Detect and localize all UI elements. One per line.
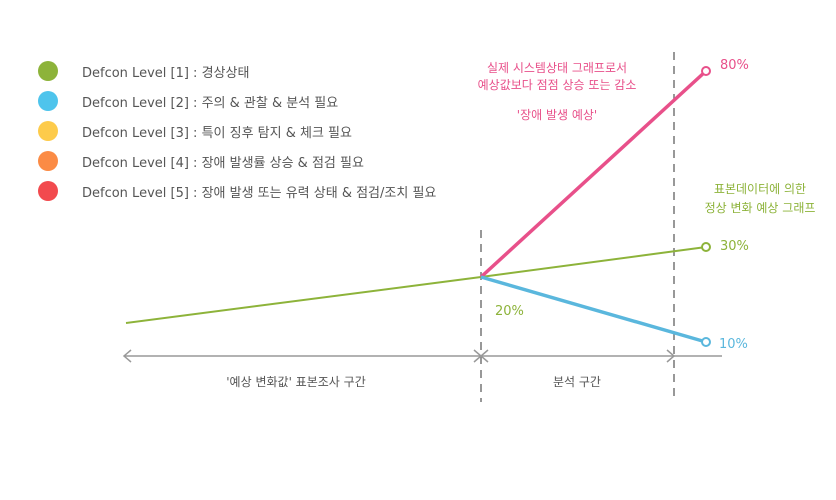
legend: Defcon Level [1] : 경상상태 Defcon Level [2]… (38, 56, 436, 206)
legend-label: Defcon Level [4] : 장애 발생률 상승 & 점검 필요 (82, 155, 364, 171)
series-line-standard (125, 246, 707, 324)
legend-item-level-4: Defcon Level [4] : 장애 발생률 상승 & 점검 필요 (38, 146, 436, 176)
legend-label: Defcon Level [3] : 특이 징후 탐지 & 체크 필요 (82, 125, 352, 141)
annotation-failure: '장애 발생 예상' (517, 108, 597, 122)
section-label-sampling: '예상 변화값' 표본조사 구간 (226, 375, 365, 389)
legend-dot-icon (38, 61, 58, 81)
arrow-left-icon (122, 349, 132, 363)
value-label-10: 10% (719, 337, 748, 352)
series-line-falling (480, 275, 707, 344)
legend-dot-icon (38, 181, 58, 201)
value-label-30: 30% (720, 239, 749, 254)
series-line-rising (479, 69, 708, 279)
series-end-point-standard (701, 242, 711, 252)
section-label-analysis: 분석 구간 (553, 375, 601, 389)
annotation-actual-line-1: 실제 시스템상태 그래프로서 (487, 61, 627, 75)
series-end-point-falling (701, 337, 711, 347)
arrow-mid-right-icon (479, 349, 489, 363)
legend-label: Defcon Level [5] : 장애 발생 또는 유력 상태 & 점검/조… (82, 185, 437, 201)
legend-label: Defcon Level [2] : 주의 & 관찰 & 분석 필요 (82, 95, 339, 111)
legend-dot-icon (38, 91, 58, 111)
annotation-standard-line-2: 정상 변화 예상 그래프 (705, 201, 816, 215)
legend-dot-icon (38, 151, 58, 171)
legend-item-level-3: Defcon Level [3] : 특이 징후 탐지 & 체크 필요 (38, 116, 436, 146)
legend-dot-icon (38, 121, 58, 141)
legend-label: Defcon Level [1] : 경상상태 (82, 65, 250, 81)
legend-item-level-2: Defcon Level [2] : 주의 & 관찰 & 분석 필요 (38, 86, 436, 116)
annotation-actual-line-2: 예상값보다 점점 상승 또는 감소 (478, 78, 637, 92)
annotation-standard-line-1: 표본데이터에 의한 (714, 182, 806, 196)
legend-item-level-1: Defcon Level [1] : 경상상태 (38, 56, 436, 86)
series-end-point-rising (701, 66, 711, 76)
value-label-80: 80% (720, 58, 749, 73)
legend-item-level-5: Defcon Level [5] : 장애 발생 또는 유력 상태 & 점검/조… (38, 176, 436, 206)
arrow-right-icon (666, 349, 676, 363)
value-label-20: 20% (495, 304, 524, 319)
